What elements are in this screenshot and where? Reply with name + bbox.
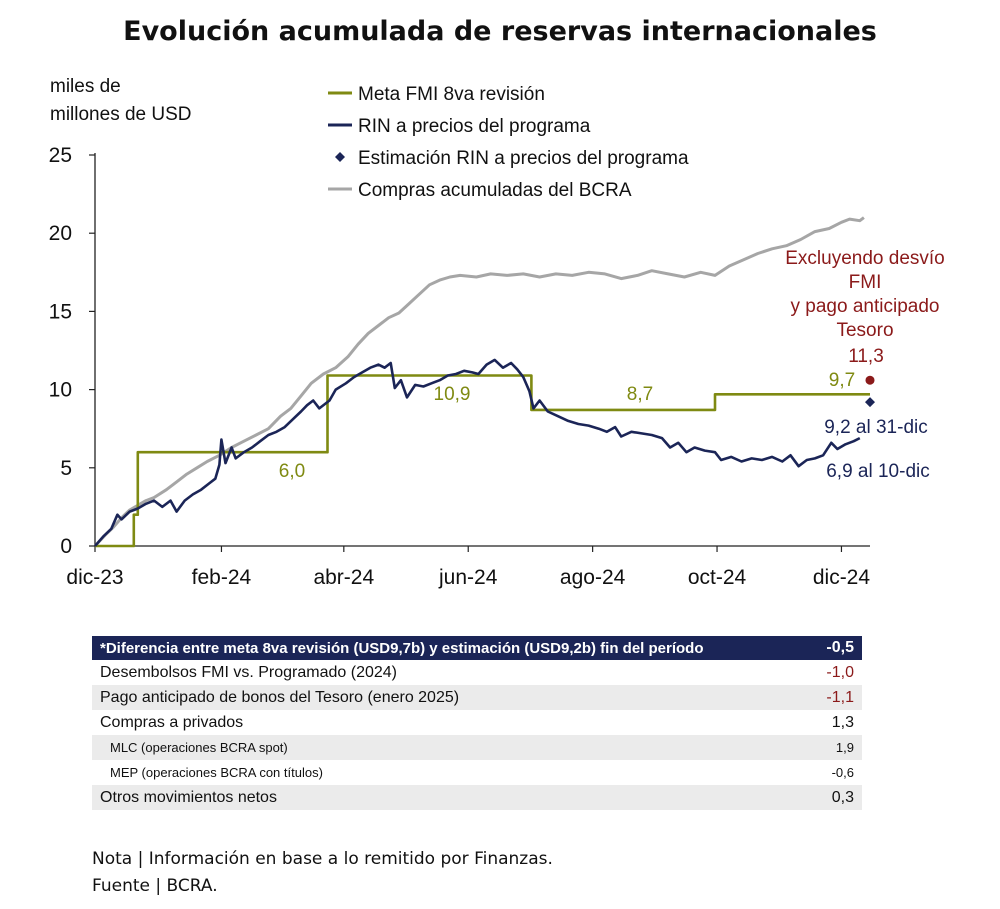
x-tick-label: jun-24	[438, 566, 498, 589]
data-label-6: 11,3	[848, 346, 884, 367]
x-tick-label: abr-24	[313, 566, 374, 589]
data-label-1: 10,9	[434, 384, 471, 405]
rin-line	[94, 358, 861, 547]
table-row: Desembolsos FMI vs. Programado (2024) -1,…	[92, 660, 862, 685]
annotation-line-0: Excluyendo desvío	[785, 248, 945, 269]
table-row-value: -1,0	[826, 663, 854, 681]
data-label-3: 9,7	[829, 370, 855, 391]
table-row-label: Desembolsos FMI vs. Programado (2024)	[100, 663, 397, 681]
y-axis-title-line2: millones de USD	[50, 104, 192, 125]
table-row-label: Otros movimientos netos	[92, 785, 786, 810]
table-row-value: -0,6	[831, 765, 854, 780]
table-row: MEP (operaciones BCRA con títulos) -0,6	[92, 760, 862, 785]
table-row: Pago anticipado de bonos del Tesoro (ene…	[92, 685, 862, 710]
notes-block: Nota | Información en base a lo remitido…	[92, 846, 553, 900]
estimacion-rin-marker	[865, 397, 875, 408]
chart-title: Evolución acumulada de reservas internac…	[123, 16, 877, 47]
table-row-label: MEP (operaciones BCRA con títulos)	[110, 765, 323, 780]
note-text: Nota | Información en base a lo remitido…	[92, 849, 553, 869]
y-tick-label: 20	[49, 222, 72, 245]
table-row: MLC (operaciones BCRA spot) 1,9	[92, 735, 862, 760]
legend-label-1: RIN a precios del programa	[358, 116, 591, 137]
table-header-label: *Diferencia entre meta 8va revisión (USD…	[92, 636, 786, 660]
x-tick-label: feb-24	[192, 566, 252, 589]
x-tick-label: ago-24	[560, 566, 626, 589]
table-row-value: -1,1	[786, 685, 862, 710]
data-label-2: 8,7	[627, 384, 653, 405]
chart-markers	[865, 375, 875, 408]
chart-data-labels: 6,0 10,9 8,7 9,7 9,2 al 31-dic 6,9 al 10-dic 1…	[279, 248, 945, 482]
x-tick-label: dic-23	[66, 566, 123, 589]
table-header-row: *Diferencia entre meta 8va revisión (USD…	[92, 636, 862, 660]
y-tick-label: 10	[49, 379, 72, 402]
data-label-4: 9,2 al 31-dic	[824, 417, 928, 438]
legend-label-3: Compras acumuladas del BCRA	[358, 180, 632, 201]
y-axis-title-line1: miles de	[50, 76, 121, 97]
table-row: Compras a privados 1,3	[92, 710, 862, 735]
y-tick-label: 25	[49, 144, 72, 167]
table-row-value: 1,3	[831, 713, 854, 731]
y-tick-label: 0	[60, 535, 72, 558]
table-row-label: Compras a privados	[100, 713, 244, 731]
y-tick-label: 5	[60, 457, 72, 480]
table-row-value: 1,9	[786, 735, 862, 760]
reserves-chart: miles de millones de USD 0 5 10 15 20 25 dic-23 f…	[49, 76, 945, 589]
x-tick-label: oct-24	[688, 566, 747, 589]
table-row-label: MLC (operaciones BCRA spot)	[92, 735, 786, 760]
source-text: Fuente | BCRA.	[92, 876, 218, 896]
legend-label-0: Meta FMI 8va revisión	[358, 84, 545, 105]
compras-line	[93, 216, 865, 548]
table-header-value: -0,5	[786, 636, 862, 660]
chart-legend: Meta FMI 8va revisión RIN a precios del p…	[328, 84, 689, 201]
annotation-line-3: Tesoro	[836, 320, 893, 341]
legend-label-2: Estimación RIN a precios del programa	[358, 148, 689, 169]
table-row-value: 0,3	[786, 785, 862, 810]
chart-series	[93, 216, 870, 548]
x-tick-label: dic-24	[813, 566, 871, 589]
table-row: Otros movimientos netos 0,3	[92, 785, 862, 810]
meta-fmi-line	[95, 374, 870, 548]
difference-table: *Diferencia entre meta 8va revisión (USD…	[92, 636, 862, 810]
data-label-0: 6,0	[279, 461, 305, 482]
y-tick-label: 15	[49, 300, 72, 323]
chart-axes: miles de millones de USD 0 5 10 15 20 25 dic-23 f…	[49, 76, 871, 589]
data-label-5: 6,9 al 10-dic	[826, 461, 930, 482]
legend-swatch-2	[335, 152, 345, 162]
table-row-label: Pago anticipado de bonos del Tesoro (ene…	[92, 685, 786, 710]
excluyendo-desvio-marker	[865, 375, 875, 385]
annotation-line-1: FMI	[849, 272, 882, 293]
annotation-line-2: y pago anticipado	[791, 296, 940, 317]
